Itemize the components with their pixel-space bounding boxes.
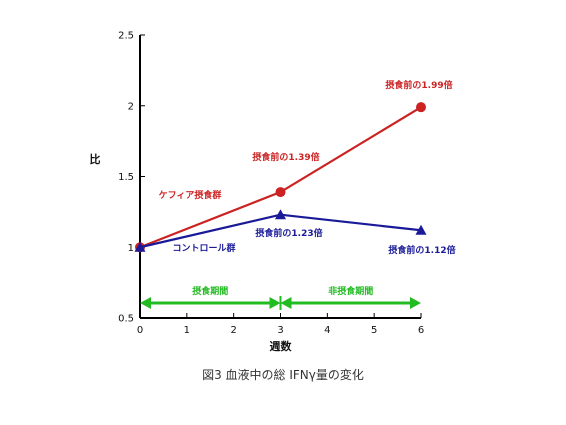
y-tick-label: 2.5 bbox=[118, 31, 134, 42]
x-tick-label: 6 bbox=[418, 325, 424, 336]
period-arrowhead-left bbox=[140, 297, 151, 309]
data-label: 摂食前の1.12倍 bbox=[388, 244, 455, 256]
x-tick-label: 5 bbox=[371, 325, 377, 336]
data-label: 摂食前の1.39倍 bbox=[252, 151, 319, 163]
series-label-kefir: ケフィア摂食群 bbox=[159, 189, 222, 201]
series-label-control: コントロール群 bbox=[172, 242, 235, 254]
x-tick-label: 2 bbox=[230, 325, 236, 336]
y-tick-label: 1.5 bbox=[118, 172, 134, 183]
x-tick-label: 4 bbox=[324, 325, 330, 336]
data-point-triangle bbox=[134, 241, 146, 252]
data-point-circle bbox=[416, 102, 426, 113]
x-tick-label: 0 bbox=[137, 325, 143, 336]
period-arrowhead-left bbox=[280, 297, 292, 309]
y-tick-label: 2 bbox=[128, 101, 134, 112]
data-label: 摂食前の1.23倍 bbox=[255, 227, 322, 239]
x-tick-label: 3 bbox=[277, 325, 283, 336]
period-label: 摂食期間 bbox=[192, 285, 228, 297]
period-arrowhead-right bbox=[410, 297, 421, 309]
y-tick-label: 0.5 bbox=[118, 314, 134, 325]
data-label: 摂食前の1.99倍 bbox=[385, 79, 452, 91]
x-tick-label: 1 bbox=[184, 325, 190, 336]
y-tick-label: 1 bbox=[128, 243, 134, 254]
series-group bbox=[134, 102, 427, 253]
period-arrowhead-right bbox=[269, 297, 281, 309]
chart: 0.5 1 1.5 2 2.5 0 1 2 3 4 5 6 比週数 摂食期間 非摂食期間 ケフィア摂食群コ… bbox=[90, 31, 456, 354]
period-label: 非摂食期間 bbox=[328, 285, 373, 297]
data-point-triangle bbox=[275, 209, 286, 220]
data-point-circle bbox=[275, 187, 286, 198]
x-axis-title: 週数 bbox=[270, 339, 293, 353]
axes: 0.5 1 1.5 2 2.5 0 1 2 3 4 5 6 比週数 bbox=[90, 31, 425, 354]
figure-caption: 図3 血液中の総 IFNγ量の変化 bbox=[202, 368, 364, 382]
data-point-triangle bbox=[415, 224, 427, 235]
y-axis-title: 比 bbox=[90, 152, 101, 166]
period-arrows: 摂食期間 非摂食期間 bbox=[140, 285, 421, 310]
